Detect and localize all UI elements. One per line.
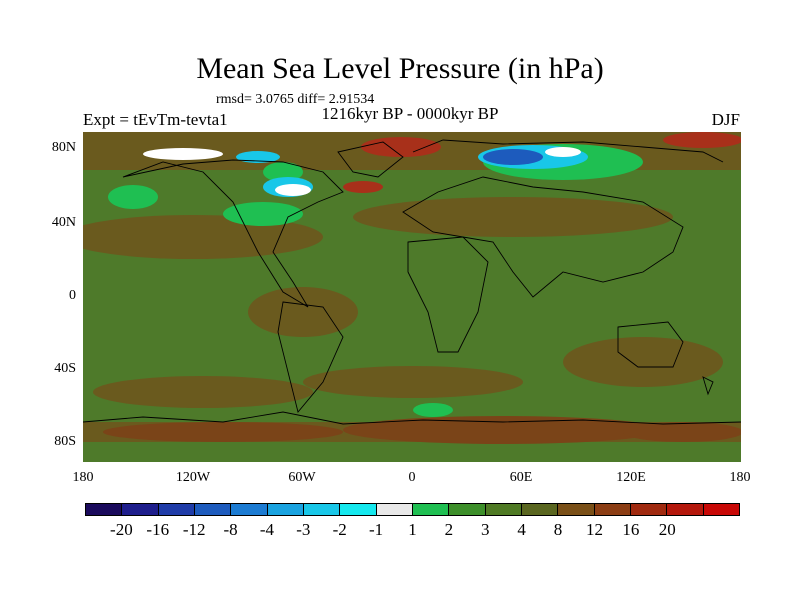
experiment-label: Expt = tEvTm-tevta1 bbox=[83, 110, 228, 129]
colorbar-swatch bbox=[558, 504, 595, 515]
lat-label-0: 0 bbox=[69, 288, 76, 303]
time-period-subtitle: 1216kyr BP - 0000kyr BP bbox=[321, 104, 499, 123]
colorbar-label: 3 bbox=[481, 520, 490, 539]
lon-label-120e: 120E bbox=[616, 470, 646, 485]
colorbar-swatch bbox=[303, 504, 341, 515]
colorbar-swatch bbox=[412, 504, 450, 515]
pressure-map bbox=[83, 132, 741, 462]
colorbar-swatch bbox=[667, 504, 704, 515]
map-title: Mean Sea Level Pressure (in hPa) bbox=[196, 52, 604, 85]
colorbar-swatch bbox=[86, 504, 123, 515]
colorbar-label: -20 bbox=[110, 520, 133, 539]
colorbar-swatch bbox=[376, 504, 413, 515]
lat-label-40n: 40N bbox=[51, 215, 76, 230]
lon-label-60e: 60E bbox=[509, 470, 533, 485]
pressure-anomaly-patches bbox=[83, 132, 741, 444]
lat-label-80n: 80N bbox=[51, 140, 76, 155]
rmsd-stats: rmsd= 3.0765 diff= 2.91534 bbox=[216, 92, 375, 107]
lon-label-60w: 60W bbox=[288, 470, 316, 485]
colorbar-swatch bbox=[703, 504, 739, 515]
colorbar-swatch bbox=[231, 504, 268, 515]
colorbar-label: 2 bbox=[444, 520, 454, 539]
colorbar-swatch bbox=[594, 504, 631, 515]
lon-label-120w: 120W bbox=[175, 470, 211, 485]
colorbar-label: -4 bbox=[259, 520, 275, 539]
colorbar-swatch bbox=[267, 504, 304, 515]
colorbar-label: -2 bbox=[332, 520, 347, 539]
season-label: DJF bbox=[711, 110, 740, 129]
lat-label-80s: 80S bbox=[54, 434, 76, 449]
colorbar-swatch bbox=[340, 504, 377, 515]
colorbar-label: 12 bbox=[585, 520, 603, 539]
colorbar-label: -1 bbox=[369, 520, 384, 539]
coastlines bbox=[83, 139, 741, 425]
colorbar-label: 4 bbox=[517, 520, 526, 539]
colorbar-swatch bbox=[521, 504, 559, 515]
lat-label-40s: 40S bbox=[54, 361, 76, 376]
colorbar-label: -16 bbox=[146, 520, 170, 539]
colorbar bbox=[85, 503, 740, 516]
colorbar-label: -3 bbox=[296, 520, 311, 539]
lon-label-180w: 180 bbox=[72, 470, 94, 485]
colorbar-swatch bbox=[122, 504, 159, 515]
colorbar-label: 16 bbox=[622, 520, 640, 539]
colorbar-label: -12 bbox=[182, 520, 206, 539]
colorbar-swatch bbox=[449, 504, 486, 515]
map-background bbox=[83, 132, 741, 462]
lon-label-180e: 180 bbox=[729, 470, 751, 485]
colorbar-swatch bbox=[194, 504, 232, 515]
colorbar-swatch bbox=[158, 504, 195, 515]
colorbar-label: -8 bbox=[223, 520, 238, 539]
colorbar-swatch bbox=[630, 504, 668, 515]
lon-label-0: 0 bbox=[408, 470, 416, 485]
colorbar-label: 8 bbox=[553, 520, 563, 539]
colorbar-label: 20 bbox=[658, 520, 676, 539]
colorbar-swatch bbox=[485, 504, 522, 515]
colorbar-label: 1 bbox=[408, 520, 417, 539]
